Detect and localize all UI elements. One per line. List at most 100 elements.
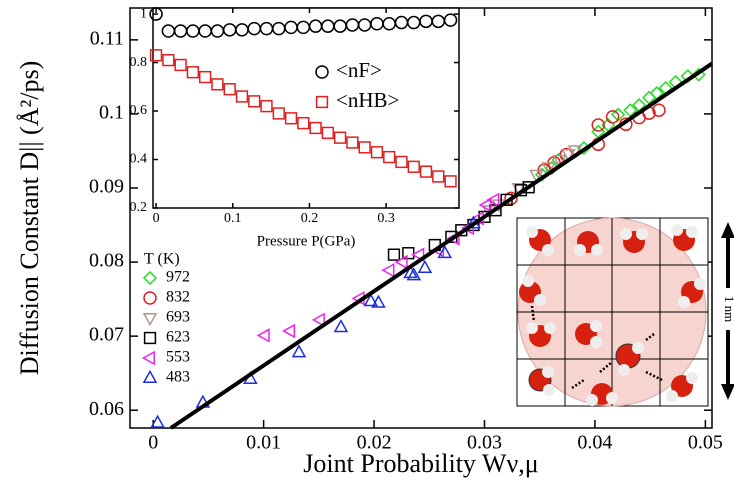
marker [199,70,212,84]
arrow-label-bg [720,288,734,330]
legend-title: T (K) [144,251,180,268]
marker [691,67,706,82]
marker [149,49,163,62]
y-tick-label: 1 [140,6,147,21]
x-tick-label: 0.1 [224,211,242,226]
x-tick-label: 0.03 [467,432,502,454]
marker [381,262,395,278]
marker [186,66,200,79]
marker [333,131,347,144]
marker [394,254,408,270]
arrow-head [721,384,734,400]
marker [162,53,175,67]
marker [142,270,158,286]
marker [417,259,433,273]
marker [370,146,384,159]
legend-label: <nF> [336,58,382,82]
marker [142,369,158,383]
marker [419,165,433,178]
marker [143,291,157,305]
marker [248,95,261,108]
x-axis-label: Pressure P(GPa) [257,233,356,249]
marker [142,313,158,327]
y-tick-label: 0.09 [89,176,124,198]
y-tick-label: 0.6 [130,103,148,118]
marker [272,107,285,120]
x-tick-label: 0.05 [688,432,723,454]
marker [260,100,273,113]
marker [395,155,408,169]
x-tick-label: 0.2 [301,211,319,226]
marker [346,136,359,149]
marker [522,181,535,194]
x-tick-label: 0.3 [377,211,395,226]
legend-label: 483 [166,369,190,386]
marker [143,331,157,345]
marker [552,154,567,168]
y-tick-label: 0.11 [90,27,124,49]
marker [437,245,453,259]
y-tick-label: 0.8 [130,55,148,70]
marker [149,7,163,21]
marker [605,110,620,124]
marker [478,197,492,213]
marker [315,95,329,109]
x-tick-label: 0 [153,211,160,226]
x-tick-label: 0.04 [577,432,612,454]
x-axis-label: Joint Probability Wν,μ [303,449,538,478]
marker [371,294,386,308]
marker [321,126,335,139]
marker [363,293,379,307]
marker [402,247,415,260]
legend-label: 553 [166,349,190,366]
marker [504,191,518,206]
picture-grid [517,218,708,406]
marker [478,210,491,224]
marker [387,248,401,261]
marker [529,169,544,183]
molecule-picture: 1 nm [516,217,734,407]
legend-label: <nHB> [336,88,399,112]
x-tick-label: 0.02 [357,432,392,454]
marker [311,312,325,328]
marker [297,117,310,130]
marker [407,160,420,173]
y-tick-label: 0.08 [89,250,124,272]
marker [411,247,425,262]
scale-label: 1 nm [722,296,734,322]
marker [284,112,298,125]
marker [406,267,422,281]
marker [315,65,329,79]
x-tick-label: 0.01 [246,432,281,454]
marker [141,350,155,366]
marker [150,414,165,428]
marker [174,58,187,72]
y-tick-label: 0.4 [130,152,148,167]
marker [383,150,396,164]
y-tick-label: 0.06 [89,398,124,420]
main-plot: 0 0.01 0.02 0.03 0.04 0.05 0.06 0.07 0.08 0.09 0.1… [15,8,723,478]
marker [256,328,270,343]
legend-label: 623 [166,329,190,346]
marker [223,83,236,96]
marker [281,323,296,339]
marker [211,78,224,91]
marker [432,170,445,183]
legend-label: 972 [166,269,190,286]
marker [444,175,457,188]
marker [235,90,249,103]
marker [561,148,576,163]
marker [358,141,371,154]
water-molecules [519,224,706,406]
fit-line [169,61,714,430]
marker [291,344,307,358]
y-axis-label: Diffusion Constant D|| (Å²/ps) [15,61,44,376]
y-tick-label: 0.2 [130,200,148,215]
marker [652,103,666,117]
arrow-head [721,222,734,238]
inset-frame [152,7,460,209]
marker [309,121,322,135]
marker [486,192,500,208]
